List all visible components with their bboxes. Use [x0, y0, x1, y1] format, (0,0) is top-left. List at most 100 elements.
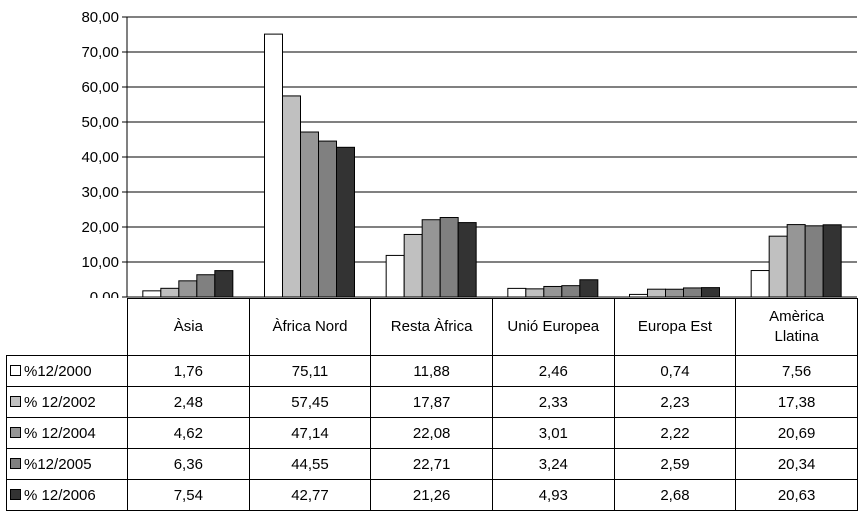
data-label: 6,36: [127, 448, 250, 480]
y-tick-label: 30,00: [81, 184, 119, 201]
legend-swatch: [10, 364, 21, 376]
axes: [126, 17, 857, 298]
data-label: 44,55: [248, 448, 372, 480]
data-label: 17,38: [735, 386, 858, 418]
legend-entry: % 12/2006: [6, 479, 128, 511]
table-row: %12/2005 6,36 44,55 22,71 3,24 2,59 20,34: [6, 448, 858, 480]
bar: [750, 270, 770, 298]
legend-swatch: [10, 395, 21, 407]
legend-label: % 12/2006: [24, 486, 96, 504]
data-label: 21,26: [370, 479, 493, 511]
bar: [804, 225, 824, 298]
bar: [786, 224, 806, 298]
legend-label: % 12/2004: [24, 424, 96, 442]
legend-entry: % 12/2004: [6, 417, 128, 449]
bar: [579, 279, 599, 298]
data-label: 17,87: [370, 386, 493, 418]
data-label: 0,74: [613, 355, 737, 387]
bar: [160, 287, 180, 298]
category-label-text: Àfrica Nord: [272, 318, 348, 335]
bar: [822, 224, 842, 298]
bar: [282, 95, 301, 298]
y-tick-label: 20,00: [81, 219, 119, 236]
data-label: 1,76: [127, 355, 250, 387]
legend-swatch: [10, 488, 21, 500]
category-label: Àfrica Nord: [248, 298, 372, 356]
legend-label: %12/2005: [24, 455, 92, 473]
data-label: 3,24: [491, 448, 615, 480]
category-label: Àsia: [127, 298, 250, 356]
table-row: % 12/2006 7,54 42,77 21,26 4,93 2,68 20,63: [6, 479, 858, 511]
data-label: 2,33: [491, 386, 615, 418]
bar: [647, 288, 666, 298]
category-label-text: Europa Est: [637, 318, 713, 335]
bar: [264, 33, 283, 298]
bar: [439, 217, 459, 298]
table-row: %12/2000 1,76 75,11 11,88 2,46 0,74 7,56: [6, 355, 858, 387]
legend-swatch: [10, 457, 21, 469]
y-axis: 0,00 10,00 20,00 30,00 40,00 50,00 60,00 70,00 8…: [81, 9, 127, 298]
data-label: 7,54: [127, 479, 250, 511]
bar: [318, 140, 337, 298]
data-label: 4,62: [127, 417, 250, 449]
category-label-text: Amèrica Llatina: [769, 308, 825, 345]
data-label: 3,01: [491, 417, 615, 449]
y-tick-label: 0,00: [90, 289, 119, 298]
category-label: Resta Àfrica: [370, 298, 493, 356]
table-row: % 12/2002 2,48 57,45 17,87 2,33 2,23 17,38: [6, 386, 858, 418]
bar: [178, 280, 198, 298]
data-label: 57,45: [248, 386, 372, 418]
data-label: 2,48: [127, 386, 250, 418]
data-label: 2,68: [613, 479, 737, 511]
bar: [196, 274, 216, 298]
legend-entry: %12/2000: [6, 355, 128, 387]
legend-entry: %12/2005: [6, 448, 128, 480]
data-label: 22,08: [370, 417, 493, 449]
bar: [300, 131, 319, 298]
y-tick-label: 70,00: [81, 44, 119, 61]
data-label: 11,88: [370, 355, 493, 387]
legend-label: % 12/2002: [24, 393, 96, 411]
data-label: 7,56: [735, 355, 858, 387]
bar: [507, 287, 527, 298]
bar: [336, 146, 355, 298]
bar: [421, 219, 441, 298]
data-label: 2,22: [613, 417, 737, 449]
y-tick-label: 80,00: [81, 9, 119, 26]
data-label: 20,63: [735, 479, 858, 511]
y-tick-label: 50,00: [81, 114, 119, 131]
category-label: Europa Est: [613, 298, 737, 356]
data-label: 2,46: [491, 355, 615, 387]
data-label: 20,69: [735, 417, 858, 449]
category-label: Amèrica Llatina: [735, 298, 858, 356]
bar: [543, 285, 563, 298]
bar: [214, 270, 234, 298]
y-tick-label: 10,00: [81, 254, 119, 271]
data-label: 22,71: [370, 448, 493, 480]
category-label: Unió Europea: [491, 298, 615, 356]
bar: [683, 287, 702, 298]
bar: [385, 254, 405, 298]
category-label-text: Àsia: [173, 318, 203, 335]
data-label: 2,23: [613, 386, 737, 418]
bar: [403, 233, 423, 298]
bars: [142, 33, 842, 298]
data-label: 42,77: [248, 479, 372, 511]
bar: [525, 288, 545, 298]
data-label: 20,34: [735, 448, 858, 480]
data-label: 75,11: [248, 355, 372, 387]
bar-chart: 0,00 10,00 20,00 30,00 40,00 50,00 60,00 70,00 8…: [81, 9, 857, 298]
table-corner: [6, 298, 128, 356]
y-tick-label: 40,00: [81, 149, 119, 166]
category-label-text: Resta Àfrica: [390, 318, 473, 335]
bar: [768, 235, 788, 298]
data-label: 47,14: [248, 417, 372, 449]
bar: [665, 288, 684, 298]
legend-swatch: [10, 426, 21, 438]
data-table: Àsia Àfrica Nord Resta Àfrica Unió Europea E…: [6, 298, 858, 511]
bar: [701, 287, 720, 298]
legend-label: %12/2000: [24, 362, 92, 380]
bar: [457, 222, 477, 298]
data-label: 4,93: [491, 479, 615, 511]
data-label: 2,59: [613, 448, 737, 480]
